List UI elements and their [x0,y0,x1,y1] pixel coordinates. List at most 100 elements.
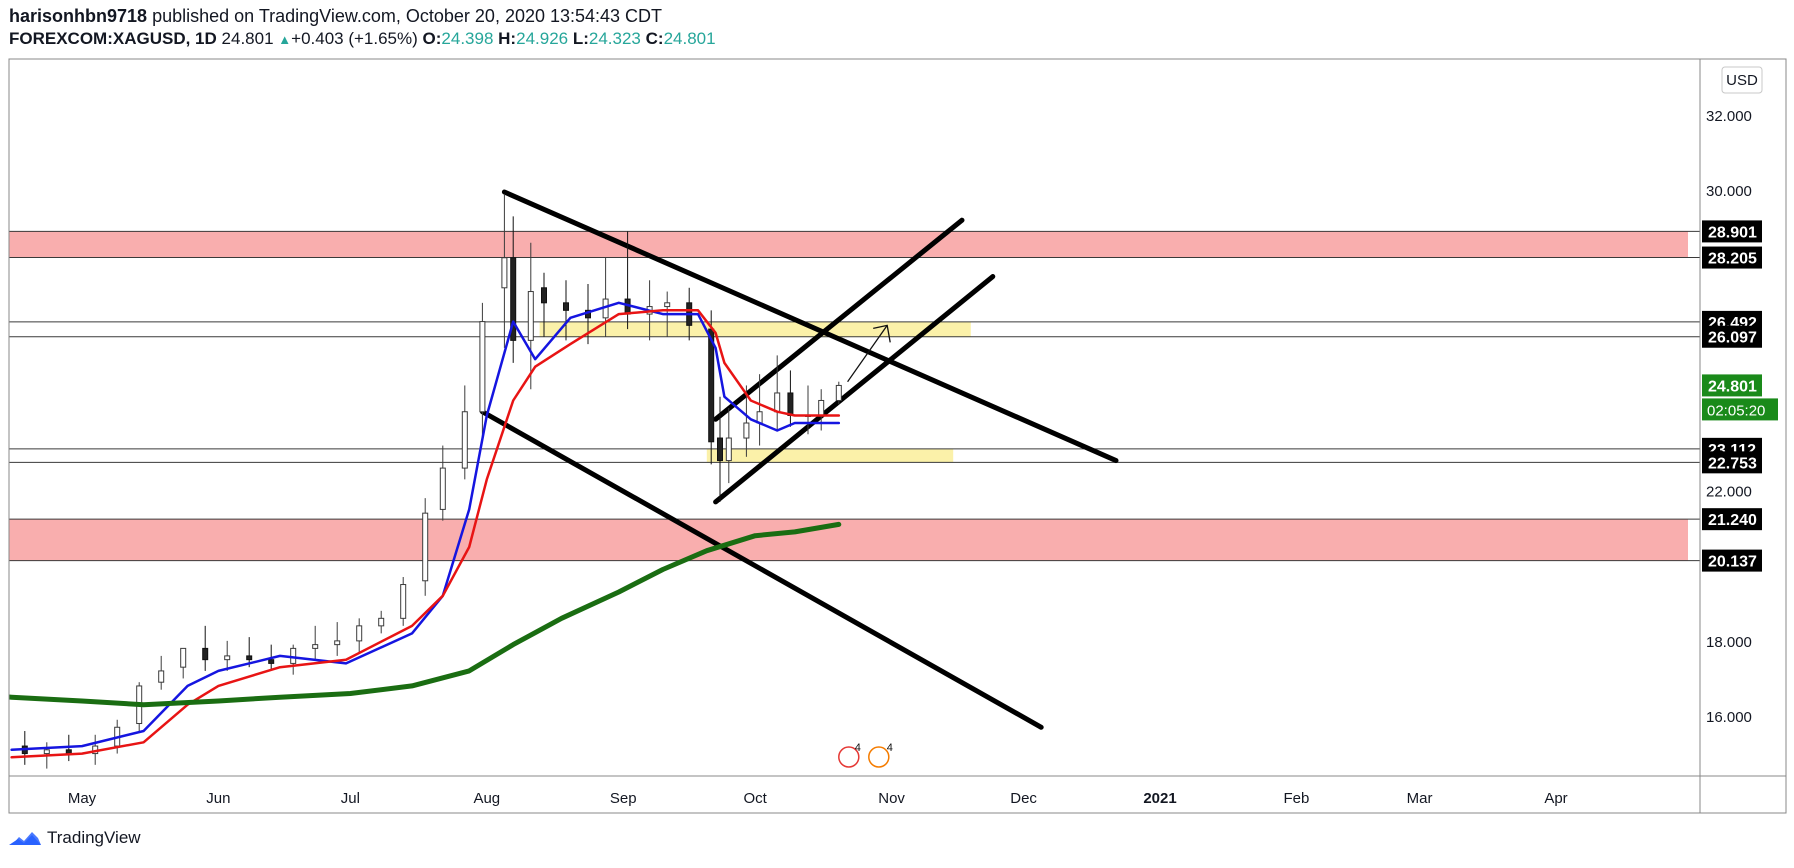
candle-body [180,647,187,668]
candle-body [708,328,715,443]
price-level-label: 20.137 [1708,554,1757,571]
currency-label: USD [1726,72,1758,89]
demand-zone [706,448,954,463]
event-count-label: 4 [887,742,893,754]
x-tick-label: May [68,790,97,807]
chart-frame [8,58,1787,814]
up-triangle-icon: ▲ [278,32,292,47]
open-value: 24.398 [441,29,494,48]
price-level-badge[interactable] [1702,451,1762,474]
candle-body [527,291,534,341]
candle-body [439,467,446,510]
close-value: 24.801 [663,29,716,48]
candle-body [312,644,319,649]
x-tick-label: Feb [1283,790,1309,807]
candle-body [725,437,732,462]
price-level-label: 21.240 [1708,512,1757,529]
ema-fast-line[interactable] [10,301,841,752]
y-tick-label: 32.000 [1706,108,1752,125]
y-tick-label: 18.000 [1706,634,1752,651]
candle-body [510,257,517,341]
x-tick-label: Aug [473,790,500,807]
candle-body [818,399,825,417]
candle-body [290,647,297,664]
support-zone [9,519,1688,561]
candle-body [774,392,781,413]
candle-body [717,437,723,462]
price-level-label: 22.753 [1708,455,1757,472]
publish-text: published on TradingView.com, October 20… [152,6,663,26]
event-count-label: 4 [855,742,861,754]
candle-body [541,287,547,304]
currency-box[interactable] [1721,66,1763,94]
ohlc-legend: FOREXCOM:XAGUSD, 1D 24.801 ▲+0.403 (+1.6… [9,29,716,49]
candle-body [479,321,486,413]
trend-line[interactable] [501,189,1119,464]
tradingview-cloud-icon [9,832,41,845]
high-value: 24.926 [516,29,569,48]
candle-body [743,422,750,439]
symbol-label[interactable]: FOREXCOM:XAGUSD, 1D [9,29,217,48]
earnings-event-icon[interactable] [868,746,890,768]
price-level-badge[interactable] [1702,246,1762,269]
candle-body [461,411,468,469]
candle-body [158,670,165,683]
x-tick-label: Jun [206,790,230,807]
price-level-badge[interactable] [1702,508,1762,531]
candle-body [356,625,363,642]
y-tick-label: 22.000 [1706,484,1752,501]
price-level-badge[interactable] [1702,220,1762,243]
candle-body [835,384,842,401]
brand-label: TradingView [47,828,141,847]
x-tick-label: Nov [878,790,905,807]
trend-line[interactable] [479,409,1044,730]
last-price-badge[interactable] [1702,374,1762,397]
last-price-label: 24.801 [1708,378,1757,395]
open-label: O: [422,29,442,48]
candle-body [43,749,50,755]
candle-body [400,584,407,619]
trend-line[interactable] [713,274,996,505]
publish-info: harisonhbn9718 published on TradingView.… [9,6,662,27]
economic-event-icon[interactable] [838,746,860,768]
demand-zone [539,321,971,337]
low-label: L: [572,29,589,48]
candle-body [378,617,385,627]
high-label: H: [498,29,517,48]
projection-arrow[interactable] [847,324,888,383]
sma-long-line[interactable] [0,521,842,708]
price-level-label: 28.205 [1708,251,1757,268]
candle-body [268,659,275,664]
candle-body [664,302,671,308]
y-tick-label: 30.000 [1706,183,1752,200]
candle-body [224,655,231,661]
price-level-badge[interactable] [1702,549,1762,572]
arrow-head [873,324,891,343]
price-level-label: 26.097 [1708,330,1757,347]
bar-countdown-label: 02:05:20 [1707,402,1765,419]
price-level-label: 28.901 [1708,224,1757,241]
author-name[interactable]: harisonhbn9718 [9,6,148,26]
price-change: +0.403 (+1.65%) [291,29,418,48]
low-value: 24.323 [588,29,641,48]
resistance-zone [9,231,1688,258]
candle-body [787,392,794,416]
candle-body [202,647,209,661]
ema-slow-line[interactable] [10,309,841,759]
tradingview-brand[interactable]: TradingView [8,828,141,848]
x-tick-label: Oct [744,790,768,807]
candle-body [334,640,341,646]
x-tick-label: Sep [610,790,637,807]
close-label: C: [645,29,664,48]
x-tick-label: Dec [1010,790,1037,807]
price-level-badge[interactable] [1702,325,1762,348]
x-tick-label: Apr [1544,790,1567,807]
last-price: 24.801 [221,29,274,48]
x-tick-label: Mar [1407,790,1433,807]
x-tick-label: 2021 [1143,790,1176,807]
candle-body [501,257,508,289]
candle-body [246,655,253,661]
trend-line[interactable] [713,217,965,422]
